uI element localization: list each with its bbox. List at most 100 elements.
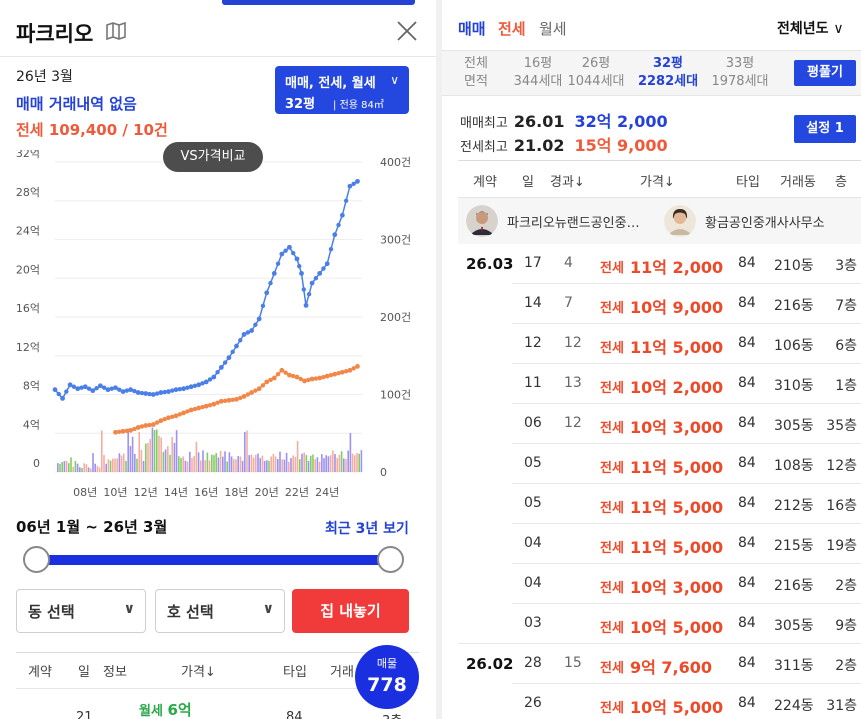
map-icon[interactable] (106, 22, 126, 40)
volume-bar (338, 455, 341, 472)
col-contract[interactable]: 계약 (28, 665, 52, 680)
listing-count-badge[interactable]: 매물 778 (355, 645, 419, 709)
table-row[interactable]: 04 전세 11억 5,000 84 215동 19층 (458, 524, 861, 564)
volume-bar (131, 436, 134, 472)
th-floor[interactable]: 층 (835, 175, 847, 190)
data-point (253, 388, 258, 393)
price-chart[interactable]: 0 4억 8억 12억 16억 20억 24억 28억 32억 0 100건 200건 300건 400건… (0, 150, 436, 510)
dong-select[interactable]: 동 선택 ∨ (16, 589, 146, 633)
settings-button[interactable]: 설정 1 (794, 115, 856, 143)
table-row[interactable]: 14 7 전세 10억 9,000 84 216동 7층 (458, 284, 861, 324)
tab-monthly[interactable]: 월세 (539, 20, 567, 38)
volume-bar (312, 454, 314, 472)
size-all[interactable]: 전체 면적 (454, 55, 498, 91)
th-dong[interactable]: 거래동 (780, 175, 816, 190)
range-slider-start-handle[interactable] (23, 546, 50, 573)
cell-type: 84 (738, 335, 756, 351)
table-row[interactable]: 05 전세 11억 5,000 84 212동 16층 (458, 484, 861, 524)
range-slider-end-handle[interactable] (377, 546, 404, 573)
table-row[interactable]: 03 전세 10억 5,000 84 305동 9층 (458, 604, 861, 644)
th-type[interactable]: 타입 (736, 175, 760, 190)
agent1-avatar[interactable] (466, 205, 498, 237)
recent-3y-link[interactable]: 최근 3년 보기 (325, 521, 409, 537)
cell-floor: 16층 (826, 498, 857, 514)
data-point (135, 390, 141, 395)
tab-sale[interactable]: 매매 (458, 20, 486, 38)
max-jeonse-label: 전세최고 (460, 140, 508, 155)
table-row[interactable]: 06 12 전세 10억 3,000 84 305동 35층 (458, 404, 861, 444)
close-icon[interactable] (396, 20, 418, 42)
data-point (188, 407, 194, 413)
data-point (82, 384, 88, 390)
y-left-tick: 32억 (16, 150, 40, 160)
area-value: 전용 84㎡ (339, 100, 384, 111)
drag-handle-bar[interactable] (222, 0, 415, 5)
volume-bar (136, 458, 138, 472)
volume-bar (296, 441, 299, 472)
partial-row-type: 84 (286, 710, 303, 719)
data-point (211, 374, 217, 380)
table-row[interactable]: 05 전세 11억 5,000 84 108동 12층 (458, 444, 861, 484)
tab-jeonse[interactable]: 전세 (498, 20, 526, 38)
cell-elapsed: 13 (564, 375, 582, 391)
cell-floor: 35층 (826, 418, 857, 434)
vs-compare-button[interactable]: VS가격비교 (163, 142, 263, 172)
volume-bar (200, 460, 202, 472)
table-row[interactable]: 04 전세 10억 3,000 84 216동 2층 (458, 564, 861, 604)
data-point (290, 373, 296, 379)
volume-bar (358, 453, 360, 472)
volume-bar (340, 451, 343, 472)
volume-bar (329, 455, 332, 472)
table-row[interactable]: 26.03 17 4 전세 11억 2,000 84 210동 3층 (458, 244, 861, 284)
table-row[interactable]: 26 전세 10억 5,000 84 224동 31층 (458, 684, 861, 719)
year-select[interactable]: 전체년도 ∨ (777, 18, 844, 38)
agent1-name[interactable]: 파크리오뉴랜드공인중… (507, 216, 640, 231)
size-32[interactable]: 32평 2282세대 (632, 55, 704, 91)
col-info[interactable]: 정보 (103, 665, 127, 680)
data-point (238, 338, 243, 343)
table-row[interactable]: 12 12 전세 11억 5,000 84 106동 6층 (458, 324, 861, 364)
max-jeonse-price: 15억 9,000 (574, 136, 668, 155)
table-row[interactable]: 26.02 28 15 전세 9억 7,600 84 311동 2층 (458, 644, 861, 684)
trade-type-select[interactable]: 매매, 전세, 월세 ∨ 32평 | 전용 84㎡ (275, 66, 409, 114)
volume-bar (178, 456, 180, 472)
data-point (90, 388, 96, 394)
th-elapsed[interactable]: 경과↓ (550, 175, 585, 190)
volume-bar (134, 453, 136, 472)
cell-floor: 7층 (835, 298, 857, 314)
volume-bar (114, 458, 116, 472)
ho-select[interactable]: 호 선택 ∨ (155, 589, 285, 633)
range-slider-track[interactable] (36, 555, 391, 565)
row-divider (512, 483, 861, 484)
cell-dong: 108동 (774, 458, 814, 474)
cell-day: 05 (524, 495, 542, 511)
year-select-label: 전체년도 (777, 21, 829, 37)
col-day[interactable]: 일 (78, 665, 90, 680)
agent2-avatar[interactable] (664, 205, 696, 237)
cell-type: 84 (738, 375, 756, 391)
col-price[interactable]: 가격↓ (181, 665, 216, 680)
size-16[interactable]: 16평 344세대 (502, 55, 574, 91)
cell-floor: 3층 (835, 258, 857, 274)
partial-row-price: 6억 (167, 701, 192, 719)
volume-bar (259, 458, 261, 472)
th-day[interactable]: 일 (522, 175, 534, 190)
volume-bar (151, 427, 154, 472)
register-listing-button[interactable]: 집 내놓기 (292, 589, 409, 633)
size-33[interactable]: 33평 1978세대 (704, 55, 776, 91)
col-dong[interactable]: 거래 (330, 665, 354, 680)
table-row[interactable]: 11 13 전세 10억 2,000 84 310동 1층 (458, 364, 861, 404)
data-point (139, 424, 145, 429)
data-point (158, 390, 164, 395)
th-contract[interactable]: 계약 (473, 175, 497, 190)
col-type[interactable]: 타입 (283, 665, 307, 680)
agent2-name[interactable]: 황금공인중개사사무소 (705, 216, 825, 231)
data-point (124, 428, 130, 434)
pyeong-toggle-button[interactable]: 평풀기 (794, 60, 856, 86)
max-sale-row: 매매최고 26.01 32억 2,000 (460, 108, 668, 132)
data-point (302, 378, 307, 384)
th-price[interactable]: 가격↓ (640, 175, 675, 190)
size-26[interactable]: 26평 1044세대 (560, 55, 632, 91)
cell-floor: 1층 (835, 378, 857, 394)
cell-floor: 31층 (826, 698, 857, 714)
